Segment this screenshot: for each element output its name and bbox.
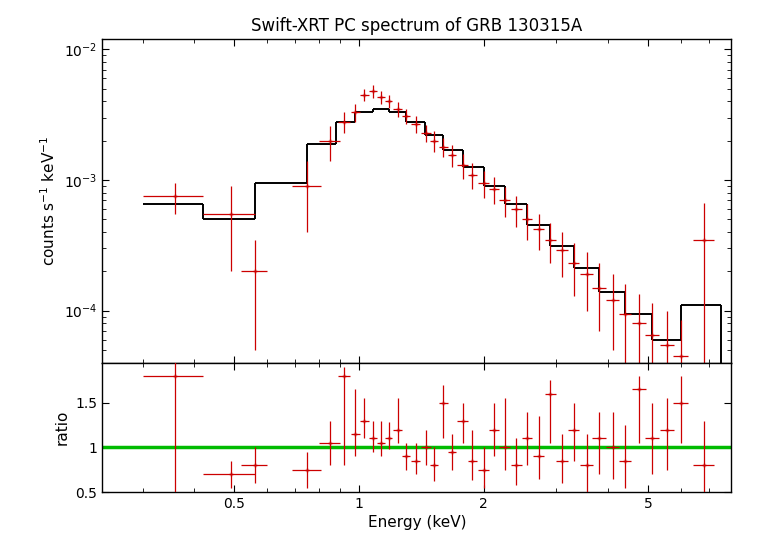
Title: Swift-XRT PC spectrum of GRB 130315A: Swift-XRT PC spectrum of GRB 130315A bbox=[251, 17, 583, 34]
Y-axis label: counts s$^{-1}$ keV$^{-1}$: counts s$^{-1}$ keV$^{-1}$ bbox=[39, 136, 58, 266]
X-axis label: Energy (keV): Energy (keV) bbox=[368, 515, 466, 530]
Y-axis label: ratio: ratio bbox=[55, 410, 70, 445]
